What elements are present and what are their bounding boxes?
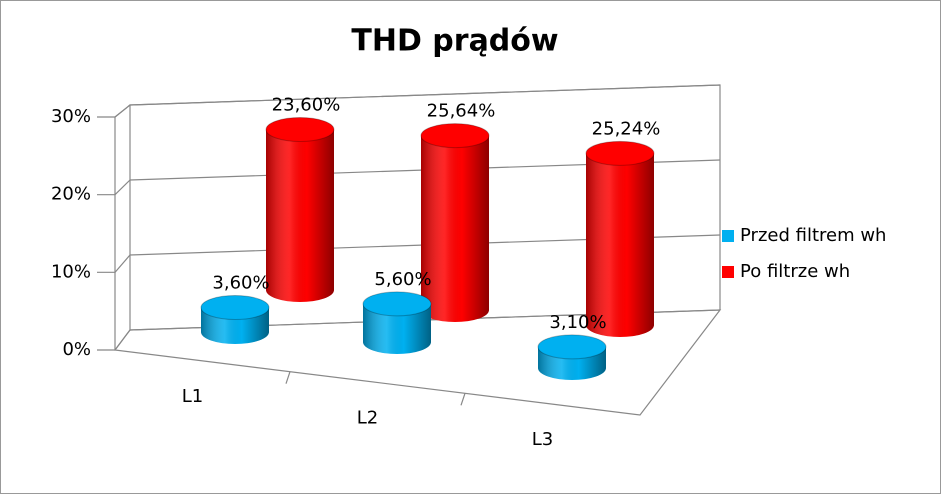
x-tick-label: L3 [532, 429, 553, 450]
side-grid-line [114, 329, 131, 351]
cylinder-top [585, 140, 655, 166]
side-grid-line [114, 254, 131, 273]
value-label: 5,60% [374, 269, 431, 290]
cylinder-top [420, 123, 490, 149]
chart-title: THD prądów [351, 24, 558, 59]
value-label: 25,24% [592, 118, 661, 139]
cylinder-top [362, 291, 432, 317]
x-tick [285, 371, 291, 384]
y-tick-label: 10% [51, 261, 91, 282]
cylinder-top [265, 117, 335, 143]
x-tick-label: L2 [357, 408, 378, 429]
value-label: 3,60% [212, 273, 269, 294]
legend-swatch [722, 230, 734, 242]
cylinder-shade [266, 129, 334, 302]
value-label: 3,10% [549, 312, 606, 333]
y-tick-label: 30% [51, 106, 91, 127]
side-grid-line [114, 104, 131, 118]
x-tick-label: L1 [182, 386, 203, 407]
legend: Przed filtrem wh Po filtrze wh [722, 225, 886, 282]
side-grid-line [114, 179, 131, 196]
cylinder-shade [586, 153, 654, 337]
x-tick [460, 393, 466, 406]
y-tick-label: 0% [62, 339, 91, 360]
cylinder-top [200, 295, 270, 321]
grid-line [129, 84, 721, 106]
value-label: 23,60% [272, 95, 341, 116]
value-label: 25,64% [427, 101, 496, 122]
cylinder-shade [421, 135, 489, 322]
marks: 23,60% 25,64% 25,24% 3,60% 5,60% 3,10% [200, 95, 661, 380]
legend-label: Po filtrze wh [740, 261, 850, 282]
legend-swatch [722, 266, 734, 278]
legend-label: Przed filtrem wh [740, 225, 886, 246]
cylinder-shade [363, 303, 431, 354]
cylinder-top [537, 334, 607, 360]
y-tick-label: 20% [51, 184, 91, 205]
